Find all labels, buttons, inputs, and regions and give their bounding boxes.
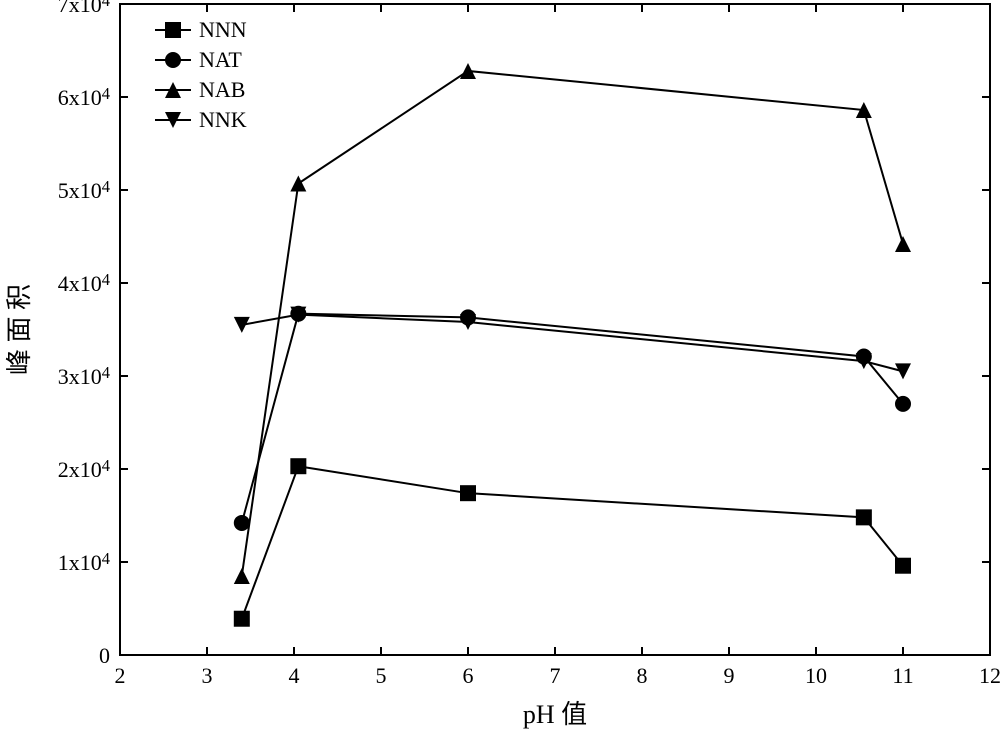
y-axis-label: 峰 面 积 <box>5 284 34 375</box>
x-tick-label: 12 <box>979 663 1000 688</box>
chart-container: 23456789101112pH 值01x1042x1043x1044x1045… <box>0 0 1000 743</box>
legend-label: NNN <box>199 17 247 42</box>
data-point <box>856 509 872 525</box>
legend-marker <box>165 52 181 68</box>
x-tick-label: 5 <box>376 663 387 688</box>
x-tick-label: 7 <box>550 663 561 688</box>
legend-label: NAT <box>199 47 242 72</box>
legend-marker <box>165 22 181 38</box>
x-tick-label: 10 <box>805 663 827 688</box>
x-tick-label: 8 <box>637 663 648 688</box>
data-point <box>460 485 476 501</box>
x-tick-label: 2 <box>115 663 126 688</box>
data-point <box>234 611 250 627</box>
legend-label: NAB <box>199 77 245 102</box>
x-tick-label: 11 <box>892 663 913 688</box>
legend-label: NNK <box>199 107 247 132</box>
y-tick-label: 0 <box>99 643 110 668</box>
data-point <box>895 396 911 412</box>
x-tick-label: 3 <box>202 663 213 688</box>
line-chart: 23456789101112pH 值01x1042x1043x1044x1045… <box>0 0 1000 743</box>
x-axis-label: pH 值 <box>523 700 587 729</box>
x-tick-label: 9 <box>724 663 735 688</box>
x-tick-label: 4 <box>289 663 300 688</box>
data-point <box>290 458 306 474</box>
data-point <box>895 558 911 574</box>
x-tick-label: 6 <box>463 663 474 688</box>
data-point <box>234 515 250 531</box>
